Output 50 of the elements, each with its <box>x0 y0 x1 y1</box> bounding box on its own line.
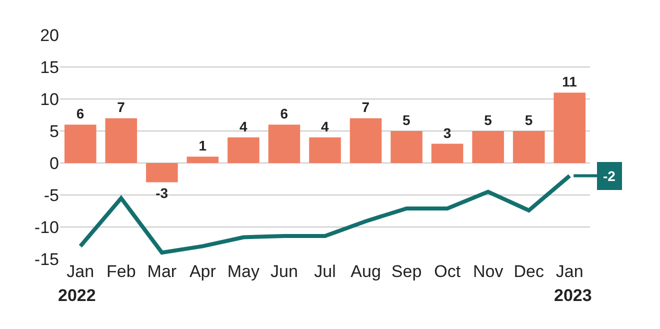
x-tick-label: Nov <box>472 262 504 281</box>
y-tick-label: 20 <box>40 26 59 45</box>
x-tick-label: Jan <box>556 262 584 281</box>
bar <box>554 92 586 163</box>
x-tick-label: Dec <box>514 262 544 281</box>
data-label: 11 <box>562 74 578 90</box>
x-tick-label: Jul <box>314 262 336 281</box>
y-tick-label: -5 <box>44 186 59 205</box>
bar <box>105 118 138 163</box>
x-tick-label: Oct <box>434 262 461 281</box>
x-tick-label: Jan <box>66 262 94 281</box>
bar <box>350 118 382 163</box>
bar <box>472 131 504 163</box>
data-label: -2 <box>603 168 616 184</box>
bar <box>390 131 422 163</box>
data-label: 5 <box>484 112 492 128</box>
y-tick-label: 0 <box>50 154 59 173</box>
bar <box>268 124 300 163</box>
x-tick-label: May <box>227 262 260 281</box>
data-label: 4 <box>321 118 329 134</box>
x-tick-label: Sep <box>391 262 422 281</box>
x-tick-label: Mar <box>147 262 177 281</box>
data-label: 6 <box>280 106 288 122</box>
y-tick-label: -15 <box>34 250 59 269</box>
bar <box>64 124 96 163</box>
data-label: 1 <box>198 138 207 154</box>
bar <box>309 137 341 163</box>
data-label: 4 <box>239 118 248 134</box>
data-label: 5 <box>524 112 533 128</box>
y-tick-label: 5 <box>50 122 59 141</box>
text: 2022 <box>58 286 96 305</box>
text: 2023 <box>554 286 592 305</box>
x-tick-label: Aug <box>350 262 381 281</box>
bar <box>512 131 545 163</box>
x-tick-label: Jun <box>270 262 298 281</box>
bar <box>431 144 464 163</box>
bar <box>228 137 260 163</box>
x-tick-label: Feb <box>106 262 136 281</box>
data-label: 7 <box>117 99 126 116</box>
data-label: 7 <box>362 99 370 116</box>
y-tick-label: 15 <box>40 58 59 77</box>
bar <box>186 156 219 163</box>
y-tick-label: 10 <box>40 90 59 109</box>
bar <box>146 163 178 182</box>
data-label: -3 <box>156 185 168 202</box>
data-label: 6 <box>76 106 84 122</box>
y-tick-label: -10 <box>34 218 59 237</box>
data-label: 3 <box>443 124 452 141</box>
x-tick-label: Apr <box>189 262 216 281</box>
data-label: 5 <box>402 112 411 128</box>
